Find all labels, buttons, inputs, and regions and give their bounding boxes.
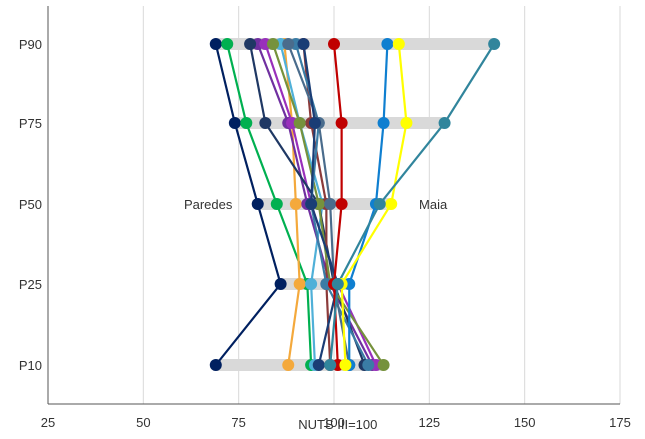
x-tick-label: 175 bbox=[609, 415, 631, 430]
data-point bbox=[312, 359, 325, 371]
data-point bbox=[289, 198, 302, 210]
data-point bbox=[305, 278, 318, 290]
data-point bbox=[244, 38, 257, 50]
x-tick-label: 75 bbox=[231, 415, 245, 430]
data-point bbox=[308, 117, 321, 129]
y-tick-label: P90 bbox=[19, 37, 42, 52]
data-point bbox=[297, 38, 310, 50]
data-point bbox=[270, 198, 283, 210]
data-point bbox=[331, 278, 344, 290]
data-point bbox=[488, 38, 501, 50]
data-point bbox=[228, 117, 241, 129]
y-tick-label: P25 bbox=[19, 277, 42, 292]
x-tick-label: 125 bbox=[418, 415, 440, 430]
data-point bbox=[282, 359, 295, 371]
series-points bbox=[209, 38, 501, 371]
data-point bbox=[251, 198, 264, 210]
data-point bbox=[328, 38, 340, 50]
data-point bbox=[385, 198, 398, 210]
data-point bbox=[209, 359, 222, 371]
annotations: Paredes Maia bbox=[184, 197, 448, 212]
data-point bbox=[377, 359, 390, 371]
y-tick-label: P75 bbox=[19, 116, 42, 131]
x-tick-label: 150 bbox=[514, 415, 536, 430]
x-tick-label: 25 bbox=[41, 415, 55, 430]
annotation-label: Paredes bbox=[184, 197, 233, 212]
data-point bbox=[324, 359, 337, 371]
data-point bbox=[335, 198, 348, 210]
data-point bbox=[259, 117, 272, 129]
data-point bbox=[438, 117, 451, 129]
y-tick-labels: P10 P25 P50 P75 P90 bbox=[19, 37, 42, 373]
data-point bbox=[324, 198, 337, 210]
data-point bbox=[266, 38, 279, 50]
data-point bbox=[392, 38, 405, 50]
x-tick-label: 100 bbox=[323, 415, 345, 430]
data-point bbox=[221, 38, 234, 50]
data-point bbox=[400, 117, 413, 129]
data-point bbox=[362, 359, 375, 371]
x-axis-title: NUTS III=100 bbox=[298, 417, 377, 432]
annotation-label: Maia bbox=[419, 197, 448, 212]
y-tick-label: P10 bbox=[19, 358, 42, 373]
data-point bbox=[282, 38, 295, 50]
data-point bbox=[293, 278, 306, 290]
y-tick-label: P50 bbox=[19, 197, 42, 212]
data-point bbox=[381, 38, 394, 50]
data-point bbox=[377, 117, 390, 129]
data-point bbox=[305, 198, 318, 210]
data-point bbox=[209, 38, 222, 50]
data-point bbox=[339, 359, 352, 371]
data-point bbox=[373, 198, 386, 210]
x-tick-label: 50 bbox=[136, 415, 150, 430]
data-point bbox=[335, 117, 348, 129]
data-point bbox=[293, 117, 306, 129]
data-point bbox=[274, 278, 287, 290]
x-tick-labels: 25 50 75 100 125 150 175 bbox=[41, 415, 631, 430]
data-point bbox=[240, 117, 253, 129]
